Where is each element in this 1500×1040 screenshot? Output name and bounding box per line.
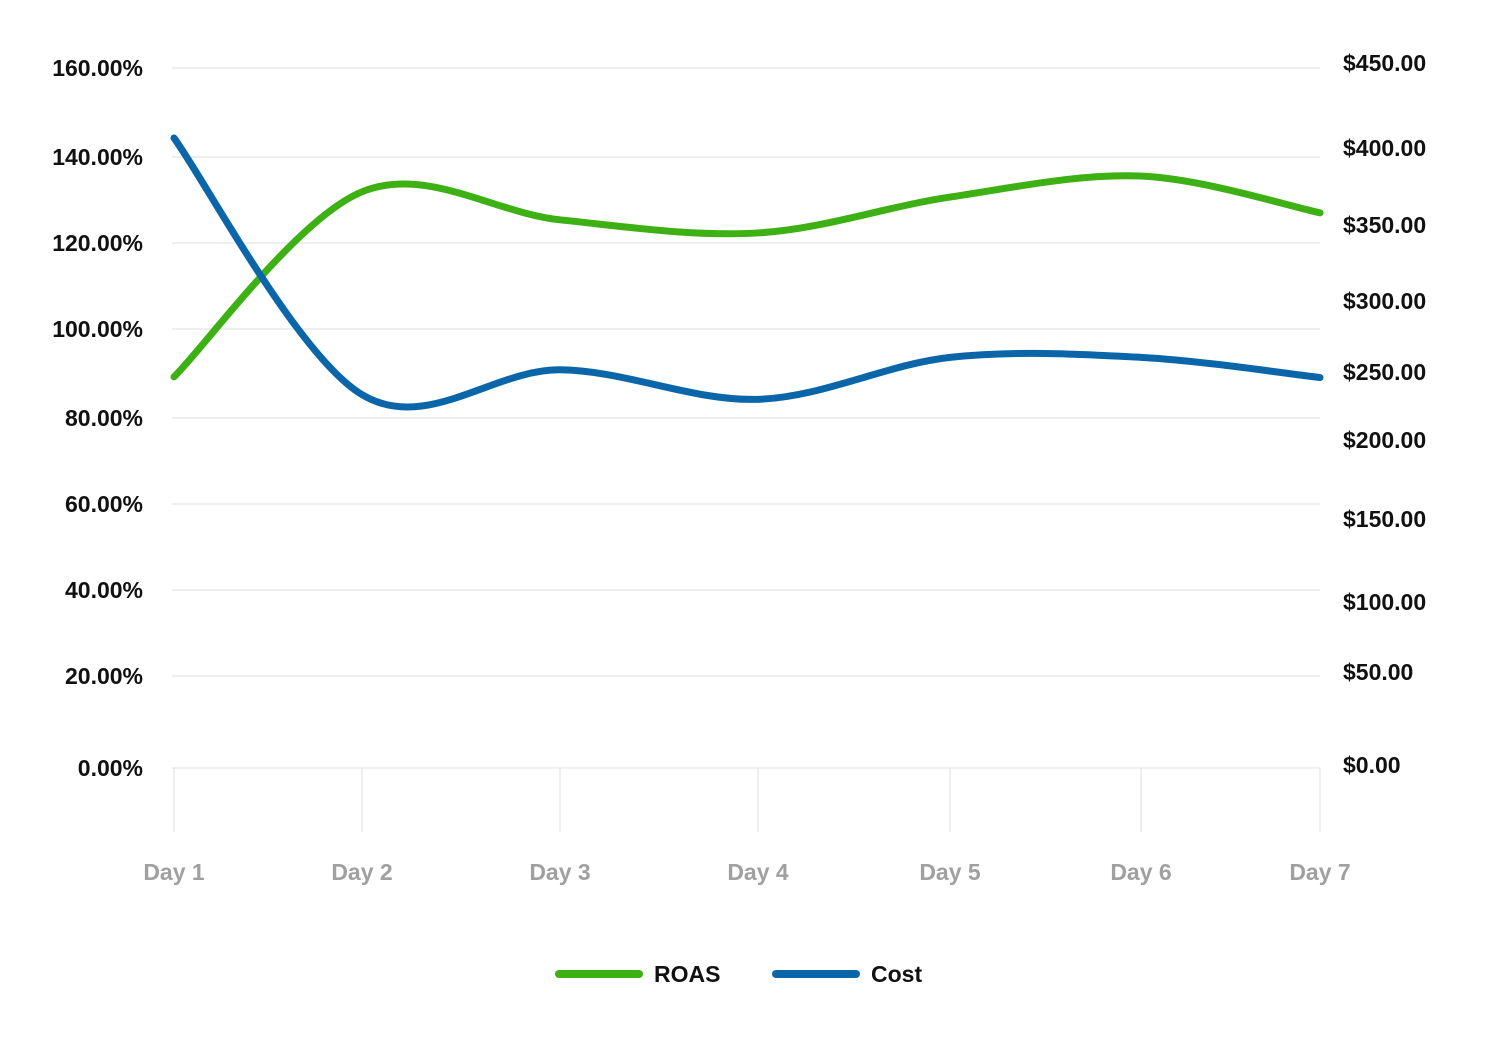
x-axis-tick-label: Day 1 <box>143 859 205 885</box>
left-axis-tick-label: 120.00% <box>52 230 143 256</box>
right-axis-tick-label: $350.00 <box>1343 212 1426 238</box>
legend-label-roas: ROAS <box>654 961 720 987</box>
x-axis-tick-label: Day 2 <box>331 859 392 885</box>
left-axis-tick-label: 0.00% <box>78 755 143 781</box>
left-axis-tick-label: 60.00% <box>65 491 143 517</box>
right-axis-tick-label: $100.00 <box>1343 589 1426 615</box>
left-axis-tick-label: 100.00% <box>52 316 143 342</box>
x-axis-tick-label: Day 7 <box>1289 859 1350 885</box>
x-axis-tick-label: Day 3 <box>529 859 590 885</box>
right-axis-tick-label: $450.00 <box>1343 50 1426 76</box>
left-axis-tick-label: 40.00% <box>65 577 143 603</box>
series-line-cost <box>170 134 1324 411</box>
left-axis-tick-label: 160.00% <box>52 55 143 81</box>
left-axis-tick-label: 140.00% <box>52 144 143 170</box>
legend-label-cost: Cost <box>871 961 922 987</box>
x-axis-tick-label: Day 4 <box>727 859 789 885</box>
right-axis-tick-label: $150.00 <box>1343 506 1426 532</box>
right-axis-tick-label: $200.00 <box>1343 427 1426 453</box>
x-axis-tick-label: Day 6 <box>1110 859 1171 885</box>
left-axis-tick-label: 20.00% <box>65 663 143 689</box>
right-axis-tick-label: $50.00 <box>1343 659 1413 685</box>
right-axis-tick-label: $400.00 <box>1343 135 1426 161</box>
left-axis-tick-label: 80.00% <box>65 405 143 431</box>
series-line-roas <box>170 172 1324 381</box>
x-axis-tick-label: Day 5 <box>919 859 981 885</box>
right-axis-tick-label: $300.00 <box>1343 288 1426 314</box>
right-axis-tick-label: $250.00 <box>1343 359 1426 385</box>
right-axis-tick-label: $0.00 <box>1343 752 1401 778</box>
